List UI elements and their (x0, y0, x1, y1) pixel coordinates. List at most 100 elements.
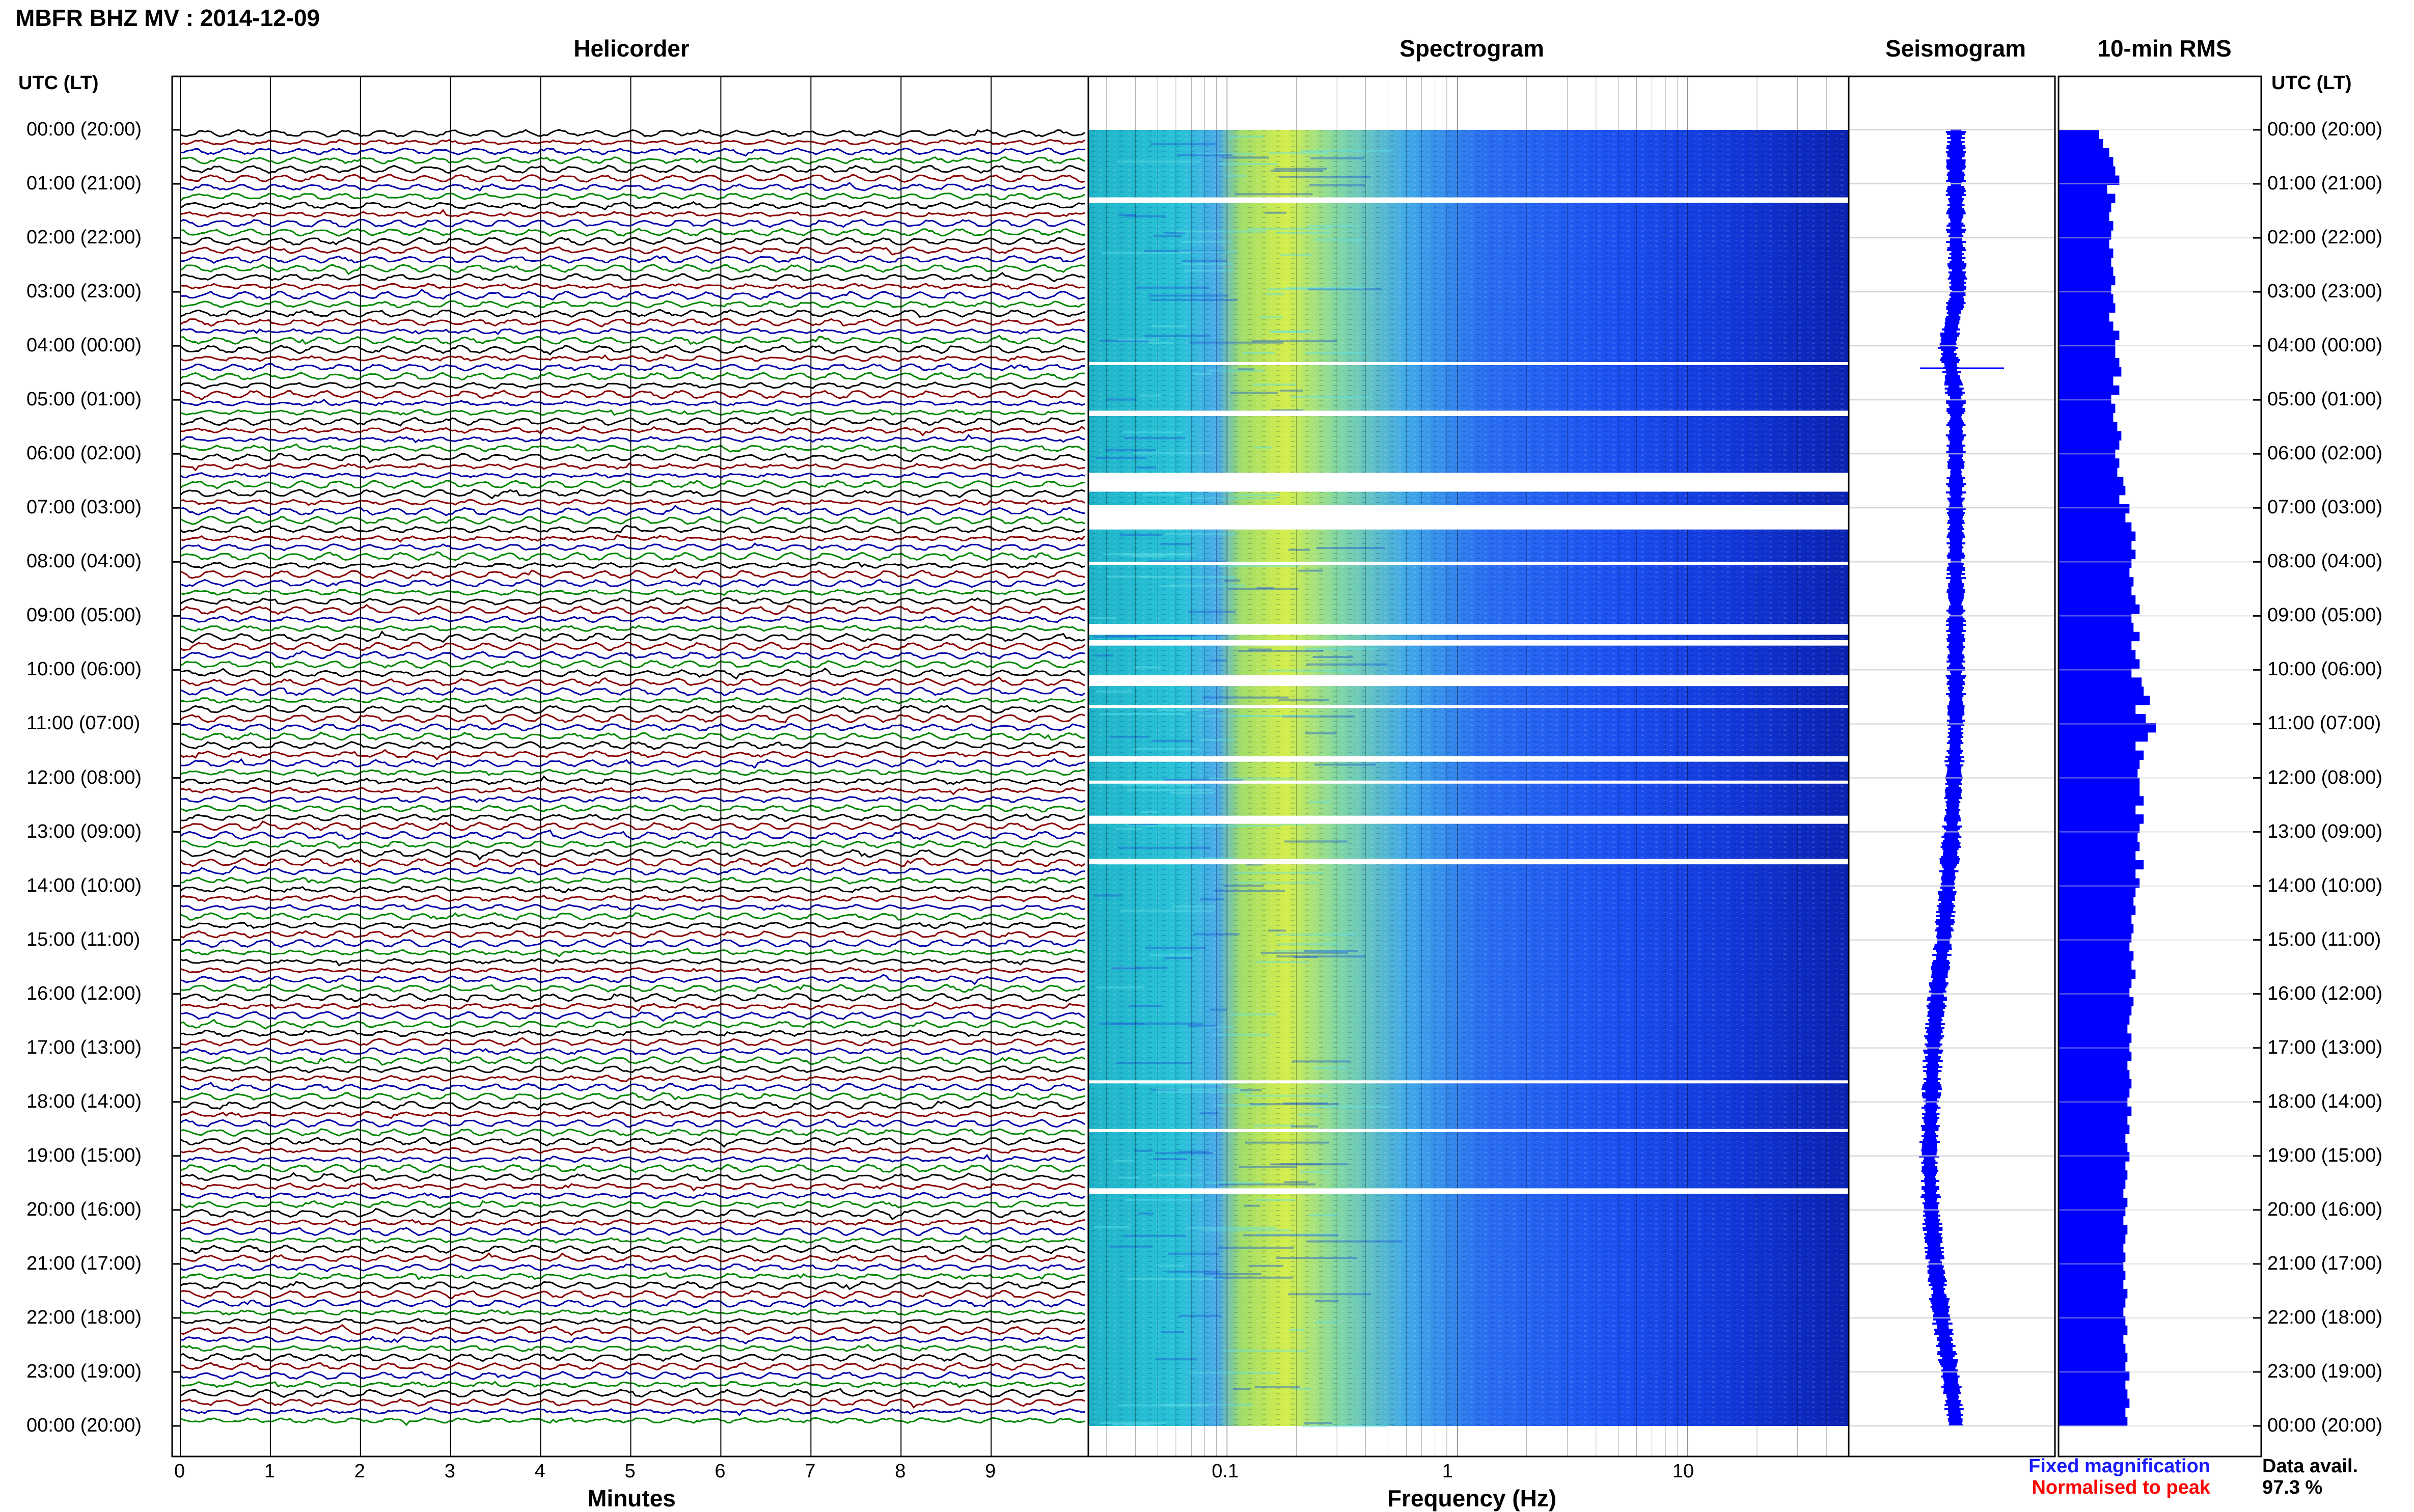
rms-bar (2059, 166, 2116, 176)
rms-bar (2059, 997, 2134, 1007)
rms-bar (2059, 778, 2140, 787)
spectrogram-streak (1277, 943, 1339, 946)
rms-bar (2059, 349, 2116, 359)
spectrogram-streak (1148, 294, 1228, 297)
helicorder-trace (180, 1226, 1085, 1236)
spectrogram-streak (1269, 152, 1328, 154)
rms-bar (2059, 805, 2136, 815)
spectrogram-streak (1136, 286, 1210, 289)
rms-bar (2059, 833, 2138, 842)
minute-tick-label: 9 (985, 1461, 996, 1482)
helicorder-trace (180, 568, 1085, 580)
rms-bar (2059, 376, 2114, 386)
rms-bar (2059, 924, 2134, 933)
rms-bar (2059, 677, 2142, 687)
helicorder-trace (180, 1010, 1085, 1022)
rms-bar (2059, 577, 2134, 587)
rms-bar (2059, 1334, 2124, 1344)
spectrogram-streak (1161, 1331, 1185, 1333)
helicorder-trace (180, 399, 1085, 407)
spectrogram-streak (1266, 293, 1285, 295)
rms-bar (2059, 750, 2144, 760)
time-label-left: 18:00 (14:00) (26, 1090, 142, 1112)
helicorder-trace (180, 1324, 1085, 1336)
spectrogram-streak (1249, 1264, 1283, 1267)
data-avail-label: Data avail. (2262, 1455, 2358, 1477)
helicorder-trace (180, 174, 1085, 183)
helicorder-trace (180, 865, 1085, 876)
time-label-left: 05:00 (01:00) (26, 389, 142, 410)
spectrogram-data-gap (1088, 859, 1849, 865)
rms-bar (2059, 1124, 2130, 1134)
rms-bar (2059, 1015, 2130, 1025)
spectrogram-streak (1144, 250, 1225, 252)
helicorder-trace (180, 208, 1085, 218)
rms-bar (2059, 1362, 2126, 1371)
spectrogram-streak (1117, 338, 1159, 341)
helicorder-trace (180, 1101, 1085, 1111)
spectrogram-streak (1275, 231, 1331, 234)
helicorder-trace (180, 723, 1085, 732)
helicorder-trace (180, 1335, 1085, 1345)
rms-bar (2059, 1216, 2124, 1226)
rms-bar (2059, 641, 2132, 651)
spectrogram-streak (1149, 954, 1194, 956)
spectrogram-streak (1288, 548, 1310, 551)
helicorder-trace (180, 1362, 1085, 1372)
helicorder-trace (180, 667, 1085, 680)
helicorder-trace (180, 283, 1085, 290)
spectrogram-streak (1178, 1314, 1221, 1317)
minute-tick-label: 4 (534, 1461, 545, 1482)
helicorder-trace (180, 1207, 1085, 1221)
spectrogram-streak (1095, 456, 1147, 459)
helicorder-trace (180, 1200, 1085, 1209)
helicorder-trace (180, 1263, 1085, 1273)
spectrogram-streak (1223, 1350, 1307, 1352)
helicorder-trace (180, 641, 1085, 651)
spectrogram-streak (1138, 639, 1178, 641)
helicorder-trace (180, 1047, 1085, 1056)
spectrogram-streak (1167, 1270, 1220, 1273)
rms-bar (2059, 1261, 2124, 1271)
spectrogram-streak (1123, 1234, 1186, 1237)
spectrogram-streak (1233, 871, 1324, 874)
rms-bar (2059, 568, 2130, 578)
rms-bar (2059, 1398, 2130, 1408)
helicorder-trace (179, 489, 1085, 500)
spectrogram-streak (1134, 1149, 1153, 1152)
spectrogram-streak (1201, 739, 1234, 741)
rms-bar (2059, 860, 2144, 870)
rms-bar (2059, 1225, 2128, 1235)
spectrogram-streak (1256, 1199, 1295, 1201)
spectrogram-streak (1103, 553, 1196, 556)
spectrogram-data-gap (1088, 815, 1849, 824)
rms-bar (2059, 139, 2103, 149)
time-label-right: 09:00 (05:00) (2267, 604, 2383, 626)
rms-bar (2059, 513, 2126, 523)
spectrogram-streak (1120, 553, 1191, 556)
axes-frames (171, 75, 2262, 1458)
time-label-right: 06:00 (02:00) (2267, 443, 2383, 464)
helicorder-trace (180, 1164, 1085, 1173)
spectrogram-streak (1314, 1300, 1339, 1302)
spectrogram-streak (1170, 791, 1215, 794)
helicorder-trace (180, 534, 1086, 543)
helicorder-trace (180, 775, 1085, 786)
spectrogram-streak (1316, 546, 1385, 549)
rms-bar (2059, 422, 2118, 431)
spectrogram-streak (1117, 1404, 1209, 1407)
rms-bar (2059, 1161, 2126, 1171)
spectrogram-streak (1106, 398, 1137, 401)
rms-bar (2059, 622, 2134, 633)
spectrogram-data-gap (1088, 562, 1849, 565)
rms-bar (2059, 385, 2120, 395)
time-label-left: 02:00 (22:00) (26, 227, 142, 249)
rms-bar (2059, 540, 2132, 550)
rms-bar (2059, 294, 2114, 304)
helicorder-trace (180, 795, 1085, 804)
rms-bar (2059, 212, 2109, 222)
rms-bar (2059, 522, 2132, 532)
spectrogram-streak (1132, 555, 1165, 558)
spectrogram-streak (1157, 1091, 1252, 1094)
